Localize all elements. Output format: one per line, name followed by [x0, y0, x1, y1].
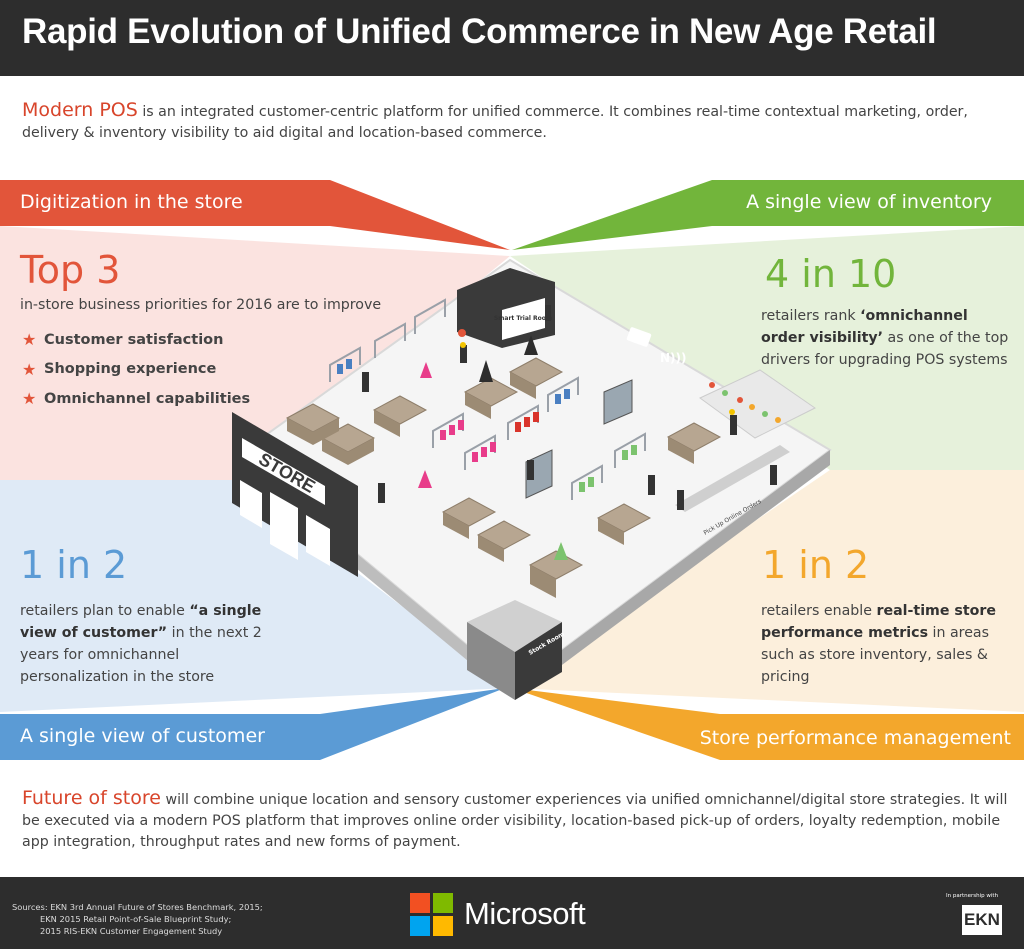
label-performance: Store performance management: [699, 727, 1011, 749]
store-sign: [242, 438, 325, 505]
clothing-rack: [547, 376, 579, 412]
title-bar: [0, 0, 1024, 76]
clothing-rack: [414, 298, 446, 334]
stat-1-in-2-customer: 1 in 2: [20, 543, 128, 587]
stat-top-3-text: in-store business priorities for 2016 ar…: [20, 297, 382, 313]
clothing-rack: [329, 346, 361, 382]
label-digitization: Digitization in the store: [20, 191, 243, 213]
stock-room-side: [467, 622, 515, 700]
microsoft-logo-icon: [410, 893, 453, 936]
clothing-rack: [374, 322, 406, 358]
microsoft-wordmark: Microsoft: [464, 896, 586, 931]
stat-4-in-10-text: retailers rank ‘omnichannel order visibi…: [761, 308, 1009, 368]
band-customer: [0, 688, 505, 760]
future-text: will combine unique location and sensory…: [22, 792, 1008, 850]
pickup-counter: [675, 445, 790, 512]
list-item: ★ Omnichannel capabilities: [22, 389, 251, 409]
future-paragraph: Future of store will combine unique loca…: [22, 788, 1012, 853]
shoppers: [362, 305, 777, 560]
sources: Sources: EKN 3rd Annual Future of Stores…: [12, 902, 263, 936]
page-title: Rapid Evolution of Unified Commerce in N…: [22, 12, 937, 51]
band-inventory: [512, 180, 1024, 250]
partner-label: In partnership with: [946, 893, 999, 899]
quadrant-bottom-right: [510, 470, 1024, 712]
intro-paragraph: Modern POS is an integrated customer-cen…: [22, 100, 1012, 144]
quadrant-top-left: [0, 226, 510, 480]
star-icon: ★: [22, 330, 37, 350]
band-performance: [512, 688, 1024, 760]
star-icon: ★: [22, 389, 37, 409]
store-illustration: STORE Smart Trial Room Stock Room Pick U…: [0, 180, 1024, 760]
stock-room: [515, 622, 562, 700]
clothing-rack: [614, 432, 646, 468]
future-highlight: Future of store: [22, 787, 161, 809]
list-item: ★ Customer satisfaction: [22, 330, 224, 350]
intro-highlight: Modern POS: [22, 99, 138, 121]
quadrant-top-right: [510, 226, 1024, 470]
store-window-left: [240, 480, 262, 528]
trial-room-sign: [502, 298, 545, 340]
star-icon: ★: [22, 359, 37, 379]
quadrant-bottom-left: [0, 480, 510, 712]
floor-edge-right: [515, 450, 830, 700]
payment-card-icon: [626, 327, 652, 347]
label-inventory: A single view of inventory: [746, 191, 992, 213]
stock-room-floor: [467, 600, 562, 652]
ekn-logo: EKN: [962, 905, 1002, 935]
label-customer: A single view of customer: [20, 725, 265, 747]
intro-text: is an integrated customer-centric platfo…: [22, 104, 968, 141]
priorities-list: ★ Customer satisfaction ★ Shopping experie…: [22, 325, 250, 414]
list-item: ★ Shopping experience: [22, 359, 217, 379]
stat-top-3: Top 3: [20, 248, 121, 292]
store-door: [270, 492, 298, 560]
hanging-tags: [709, 382, 781, 423]
stat-1-in-2-performance: 1 in 2: [762, 543, 870, 587]
stat-4-in-10: 4 in 10: [765, 252, 897, 296]
clothing-rack: [571, 464, 603, 500]
store-window-right: [306, 515, 330, 566]
nfc-icon: N))): [660, 351, 687, 365]
stat-1-in-2-customer-text: retailers plan to enable “a single view …: [20, 603, 262, 685]
trial-room-sign-text: Smart Trial Room: [494, 315, 552, 322]
location-pin-icon: [458, 329, 466, 337]
band-digitization: [0, 180, 510, 250]
stat-1-in-2-performance-text: retailers enable real-time store perform…: [761, 603, 996, 685]
footer: [0, 877, 1024, 949]
kiosk-screen: [603, 379, 633, 425]
